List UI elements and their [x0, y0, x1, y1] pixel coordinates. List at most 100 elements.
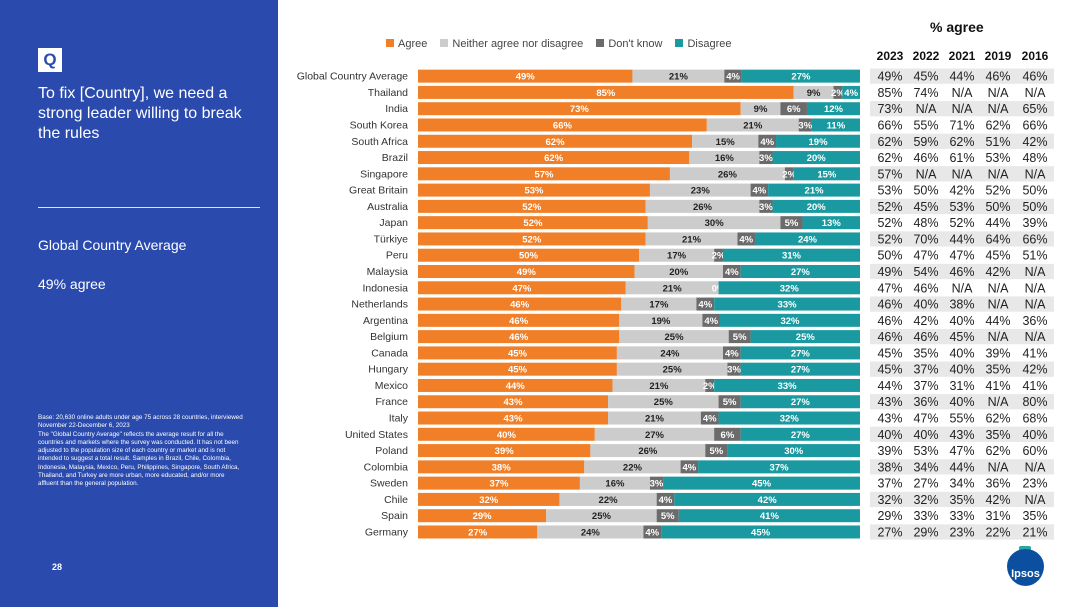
bar-segment [625, 281, 719, 295]
table-cell: 23% [1022, 477, 1047, 491]
bar-segment [692, 134, 759, 148]
table-cell: 50% [985, 200, 1010, 214]
bar-segment [590, 444, 706, 458]
data-label: 15% [716, 137, 736, 148]
table-cell: 32% [877, 493, 902, 507]
table-cell: 39% [1022, 216, 1047, 230]
data-label: 27% [791, 267, 811, 278]
bar-segment [696, 297, 715, 311]
table-cell: 53% [985, 151, 1010, 165]
data-label: 6% [721, 430, 735, 441]
table-cell: 49% [877, 265, 902, 279]
data-label: 9% [754, 104, 768, 115]
table-row-band [870, 426, 1054, 442]
category-label: Thailand [368, 87, 408, 99]
summary-label: Global Country Average [38, 237, 187, 253]
data-label: 33% [778, 381, 798, 392]
table-cell: 42% [985, 265, 1010, 279]
data-label: 4% [698, 300, 712, 311]
table-cell: 53% [949, 200, 974, 214]
table-cell: 73% [877, 102, 902, 116]
table-cell: 37% [913, 363, 938, 377]
table-cell: 23% [949, 525, 974, 539]
sidebar-divider [38, 207, 260, 208]
table-cell: 44% [877, 379, 902, 393]
bar-segment [418, 444, 591, 458]
data-label: 42% [758, 495, 778, 506]
bar-segment [418, 509, 547, 523]
table-cell: 36% [913, 395, 938, 409]
bar-segment [418, 216, 648, 230]
bar-segment [537, 525, 644, 539]
table-cell: 47% [913, 249, 938, 263]
category-label: Australia [367, 201, 408, 213]
bar-segment [418, 297, 622, 311]
data-label: 24% [798, 234, 818, 245]
table-cell: 33% [913, 509, 938, 523]
table-title: % agree [930, 19, 984, 35]
bar-segment [418, 362, 617, 376]
bar-segment [705, 378, 715, 392]
bar-segment [722, 346, 741, 360]
table-column-header: 2019 [985, 49, 1012, 63]
table-cell: N/A [988, 395, 1010, 409]
table-cell: 53% [913, 444, 938, 458]
table-cell: 55% [913, 118, 938, 132]
data-label: 41% [760, 511, 780, 522]
data-label: 43% [504, 414, 524, 425]
legend-label: Neither agree nor disagree [452, 38, 584, 50]
table-cell: 44% [949, 460, 974, 474]
table-cell: 46% [949, 265, 974, 279]
table-row-band [870, 296, 1054, 312]
table-cell: 40% [1022, 428, 1047, 442]
category-label: United States [345, 429, 408, 441]
table-row-band [870, 198, 1054, 215]
table-cell: 45% [877, 363, 902, 377]
table-cell: 62% [985, 412, 1010, 426]
table-cell: N/A [1025, 265, 1047, 279]
data-label: 32% [479, 495, 499, 506]
table-cell: 66% [1022, 232, 1047, 246]
data-label: 52% [523, 218, 543, 229]
legend-item-agree: Agree [386, 38, 427, 50]
table-cell: 40% [949, 314, 974, 328]
data-label: 26% [693, 202, 713, 213]
table-cell: 52% [985, 184, 1010, 198]
table-cell: 31% [949, 379, 974, 393]
data-label: 46% [510, 300, 530, 311]
table-cell: 47% [949, 249, 974, 263]
category-label: Italy [389, 413, 409, 425]
data-label: 73% [570, 104, 590, 115]
category-label: Japan [379, 217, 408, 229]
data-label: 27% [791, 72, 811, 83]
bar-segment [724, 69, 742, 83]
bar-segment [418, 346, 617, 360]
table-cell: N/A [988, 330, 1010, 344]
bar-segment [705, 444, 728, 458]
bar-segment [418, 118, 707, 132]
data-label: 31% [782, 251, 802, 262]
legend-item-dont-know: Don't know [596, 38, 662, 50]
data-label: 5% [723, 397, 737, 408]
table-row-band [870, 166, 1054, 182]
summary-value: 49% agree [38, 276, 106, 292]
table-cell: 46% [913, 151, 938, 165]
data-label: 50% [519, 251, 539, 262]
bar-segment [737, 232, 755, 246]
data-label: 32% [780, 283, 800, 294]
data-label: 21% [645, 414, 665, 425]
bar-segment [616, 346, 723, 360]
data-label: 4% [726, 72, 740, 83]
table-cell: 49% [877, 70, 902, 84]
table-cell: N/A [988, 102, 1010, 116]
bar-segment [418, 167, 670, 181]
data-label: 4% [739, 234, 753, 245]
bar-segment [758, 134, 777, 148]
category-label: Spain [381, 510, 408, 522]
data-label: 11% [827, 120, 846, 131]
bar-segment [418, 102, 741, 116]
table-cell: 62% [949, 135, 974, 149]
legend-swatch [440, 39, 449, 47]
bar-segment [718, 395, 741, 409]
table-cell: 65% [1022, 102, 1047, 116]
